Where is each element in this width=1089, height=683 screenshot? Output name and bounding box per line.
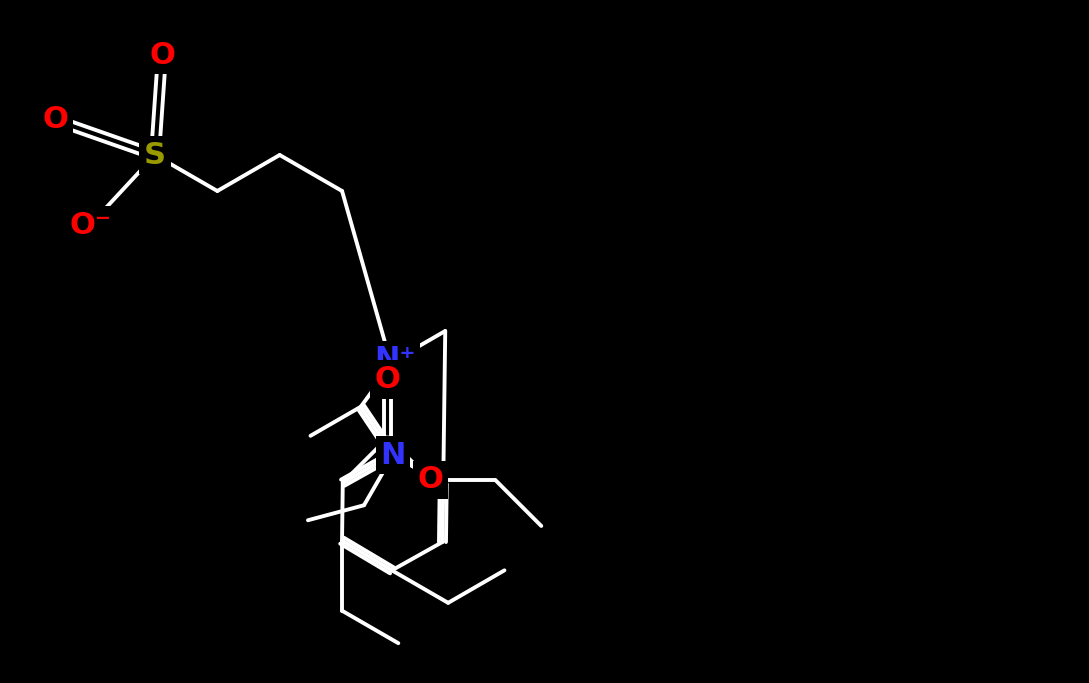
Text: O: O xyxy=(42,105,68,135)
Text: O: O xyxy=(149,40,175,70)
Text: N: N xyxy=(380,441,406,469)
Text: S: S xyxy=(144,141,166,169)
Text: O⁻: O⁻ xyxy=(69,210,111,240)
Text: O: O xyxy=(375,365,401,394)
Text: O: O xyxy=(417,466,443,494)
Text: N⁺: N⁺ xyxy=(375,346,416,374)
